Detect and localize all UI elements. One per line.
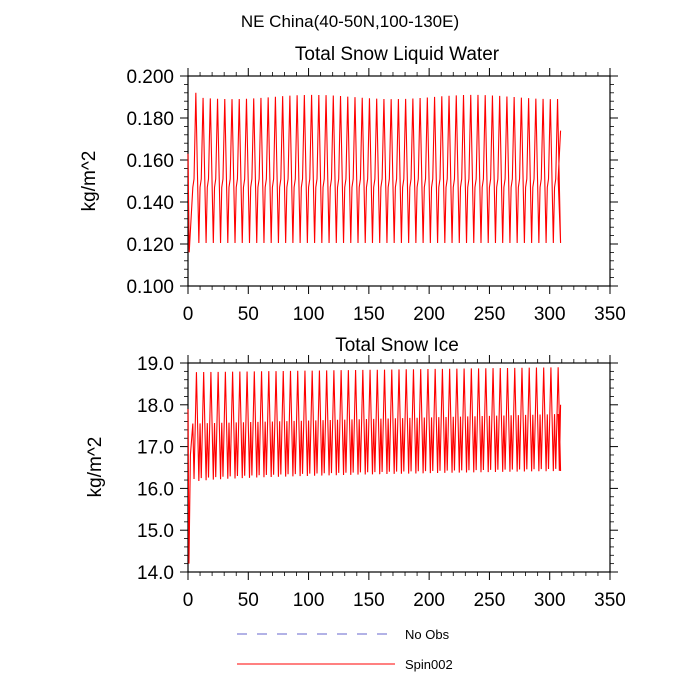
- legend-label-spin002: Spin002: [405, 657, 453, 672]
- y-axis-label: kg/m^2: [85, 437, 106, 498]
- y-tick-label: 0.100: [126, 277, 174, 298]
- y-tick-label: 0.140: [126, 193, 174, 214]
- series-line-spin002: [187, 367, 562, 564]
- y-tick-label: 18.0: [137, 396, 174, 417]
- x-tick-label: 250: [474, 590, 506, 611]
- y-tick-label: 0.160: [126, 151, 174, 172]
- y-tick-label: 0.180: [126, 109, 174, 130]
- figure-suptitle: NE China(40-50N,100-130E): [241, 12, 459, 31]
- chart-title: Total Snow Liquid Water: [295, 44, 500, 65]
- panel-snow-ice: Total Snow Ice kg/m^2 0 50 100 150 200 250 300…: [85, 335, 626, 611]
- legend: No Obs Spin002: [237, 627, 453, 672]
- y-tick-label: 17.0: [137, 438, 174, 459]
- x-tick-label: 300: [534, 590, 566, 611]
- x-tick-label: 250: [474, 304, 506, 325]
- y-axis-label: kg/m^2: [79, 151, 100, 212]
- y-tick-label: 16.0: [137, 479, 174, 500]
- y-tick-label: 15.0: [137, 521, 174, 542]
- y-tick-label: 0.120: [126, 235, 174, 256]
- y-tick-label: 14.0: [137, 563, 174, 584]
- x-tick-label: 150: [353, 304, 385, 325]
- panel-snow-liquid-water: Total Snow Liquid Water kg/m^2 0 50 100 150…: [79, 44, 626, 325]
- x-tick-label: 300: [534, 304, 566, 325]
- x-tick-label: 200: [413, 590, 445, 611]
- x-tick-label: 50: [238, 304, 259, 325]
- x-tick-label: 0: [183, 590, 194, 611]
- x-tick-label: 0: [183, 304, 194, 325]
- x-tick-label: 50: [238, 590, 259, 611]
- series-line-spin002: [187, 92, 562, 253]
- x-tick-label: 100: [293, 590, 325, 611]
- chart-title: Total Snow Ice: [335, 335, 459, 356]
- y-tick-label: 0.200: [126, 67, 174, 88]
- x-tick-label: 150: [353, 590, 385, 611]
- y-tick-label: 19.0: [137, 354, 174, 375]
- x-tick-label: 200: [413, 304, 445, 325]
- x-tick-label: 100: [293, 304, 325, 325]
- x-tick-label: 350: [594, 590, 626, 611]
- legend-label-no-obs: No Obs: [405, 627, 450, 642]
- x-tick-label: 350: [594, 304, 626, 325]
